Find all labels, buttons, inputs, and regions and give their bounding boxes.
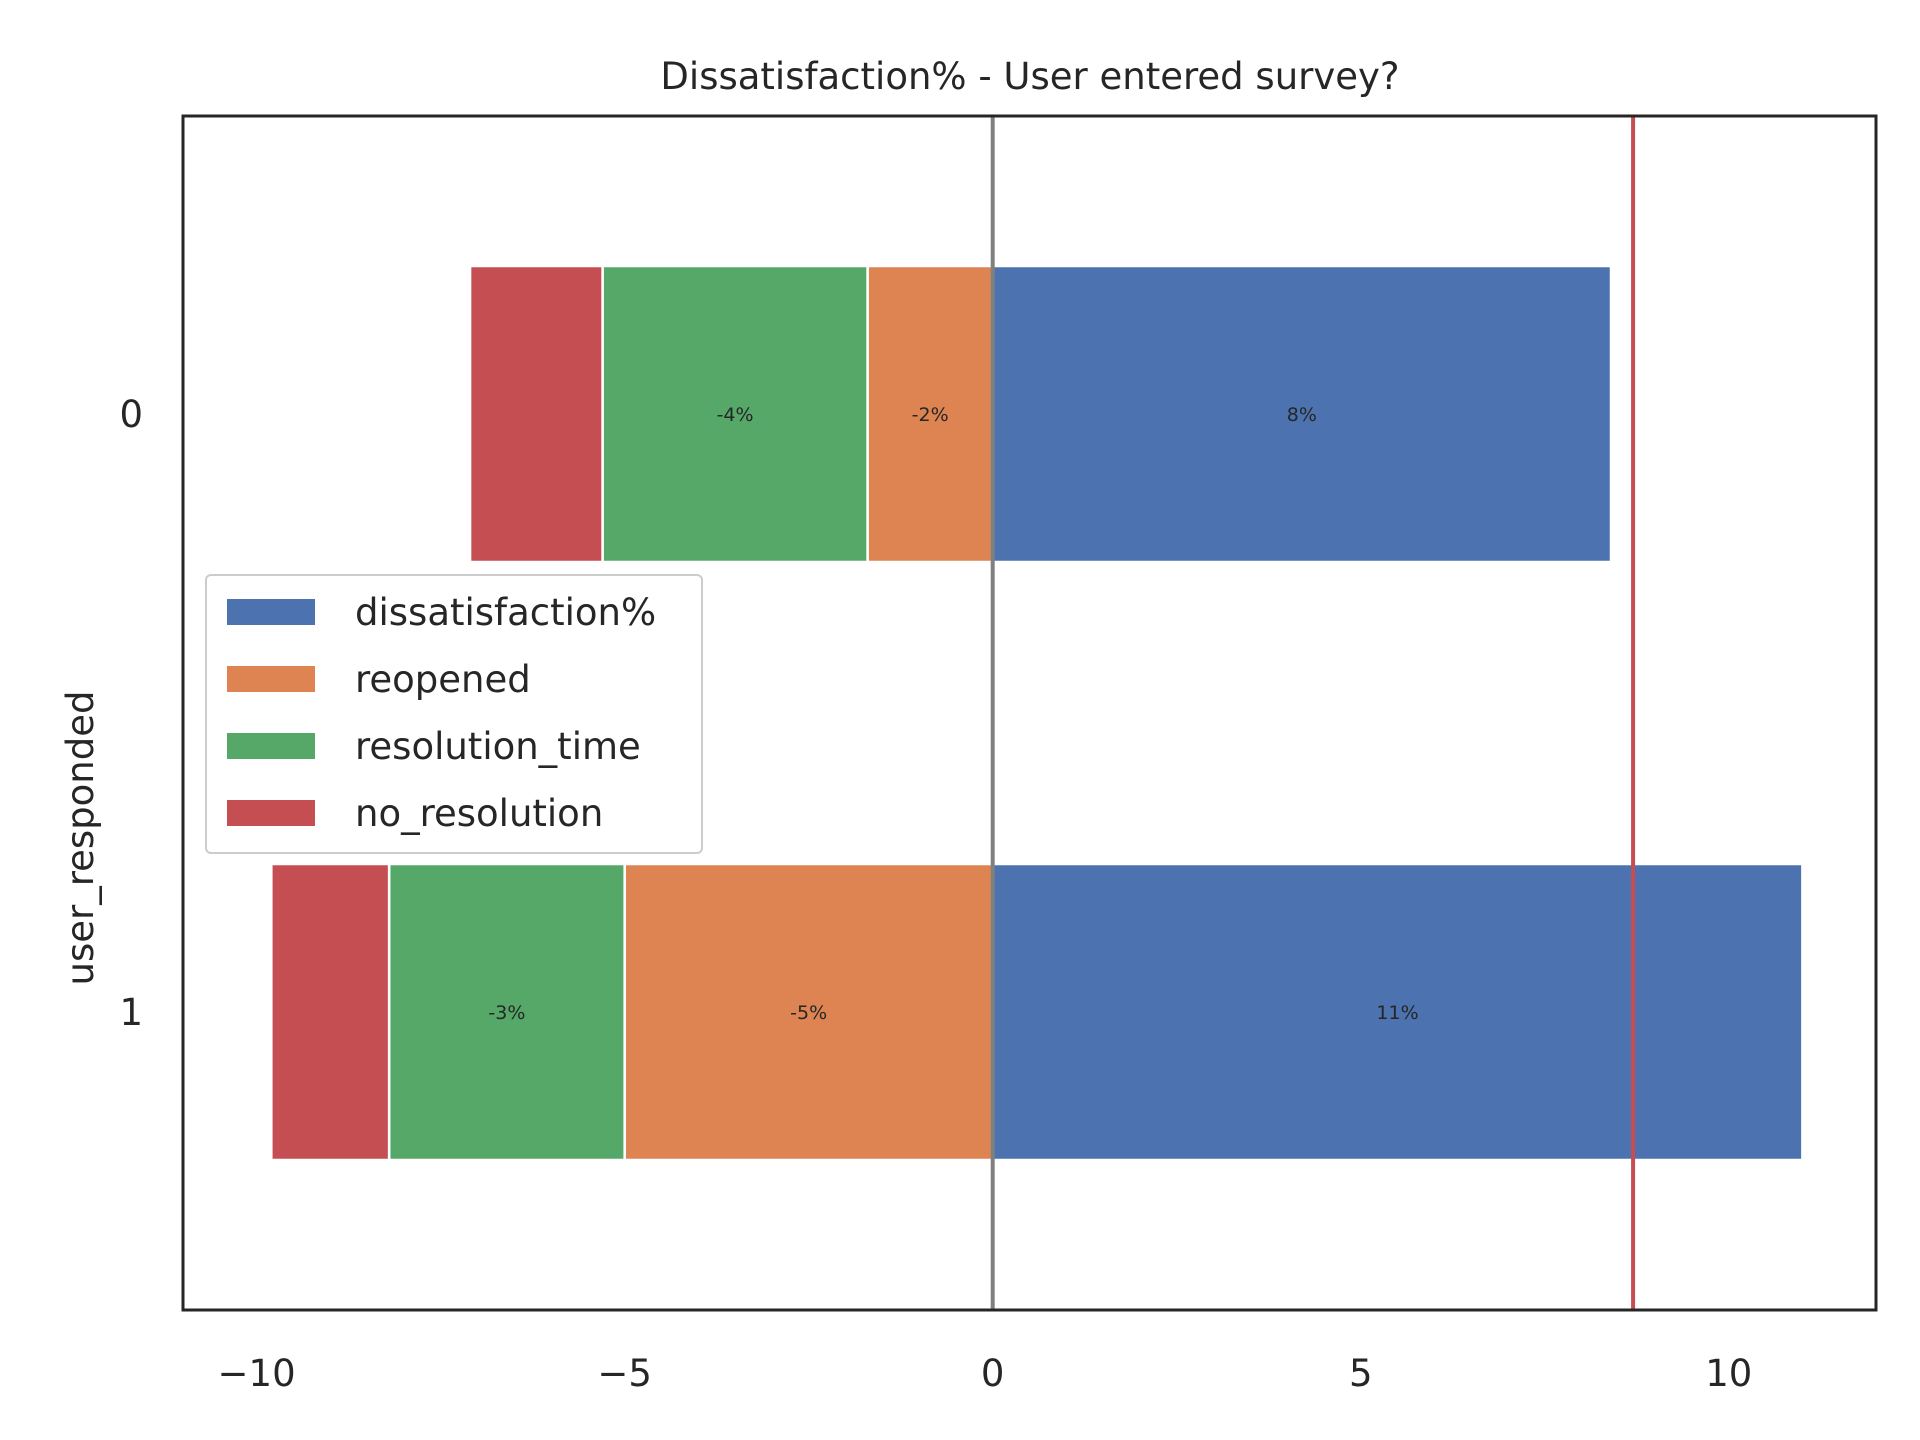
bars-layer: 8% -2% -4% 11% -5% -3% [270, 264, 1804, 1162]
bar-value-label: 8% [1287, 404, 1317, 426]
legend-swatch [227, 733, 315, 759]
bar-value-label: -4% [717, 404, 754, 426]
bar-value-label: -3% [488, 1002, 525, 1024]
x-tick-label: 5 [1349, 1352, 1373, 1395]
legend-swatch [227, 800, 315, 826]
reference-lines [990, 116, 1636, 1310]
bar-value-label: -2% [912, 404, 949, 426]
y-axis-ticks: 01 [119, 393, 143, 1034]
legend-label: resolution_time [355, 725, 641, 768]
legend-label: reopened [355, 658, 531, 701]
legend-label: dissatisfaction% [355, 591, 656, 634]
bar-no-resolution-row-0 [468, 264, 604, 564]
bar-dissatisfaction-row-0 [991, 264, 1613, 564]
bar-dissatisfaction-row-1 [991, 862, 1804, 1162]
bar-reopened-row-1 [623, 862, 994, 1162]
y-tick-label: 0 [119, 393, 143, 436]
x-tick-label: −5 [597, 1352, 652, 1395]
bar-value-label: -5% [790, 1002, 827, 1024]
x-tick-label: 0 [981, 1352, 1005, 1395]
bar-resolution-time-row-0 [601, 264, 869, 564]
legend: dissatisfaction% reopened resolution_timen… [205, 574, 703, 854]
legend-box [205, 574, 703, 854]
bar-no-resolution-row-1 [270, 862, 391, 1162]
x-axis-ticks: −10 −5 0 5 10 [218, 1352, 1753, 1395]
x-tick-label: 10 [1705, 1352, 1752, 1395]
plot-frame [181, 114, 1878, 1312]
y-axis-label: user_responded [59, 691, 102, 986]
legend-swatch [227, 666, 315, 692]
legend-label: no_resolution [355, 792, 603, 835]
bar-reopened-row-0 [866, 264, 994, 564]
y-tick-label: 1 [119, 991, 143, 1034]
chart-title: Dissatisfaction% - User entered survey? [660, 55, 1399, 98]
bar-value-label: 11% [1376, 1002, 1418, 1024]
legend-swatch [227, 599, 315, 625]
x-tick-label: −10 [218, 1352, 296, 1395]
bar-resolution-time-row-1 [387, 862, 626, 1162]
